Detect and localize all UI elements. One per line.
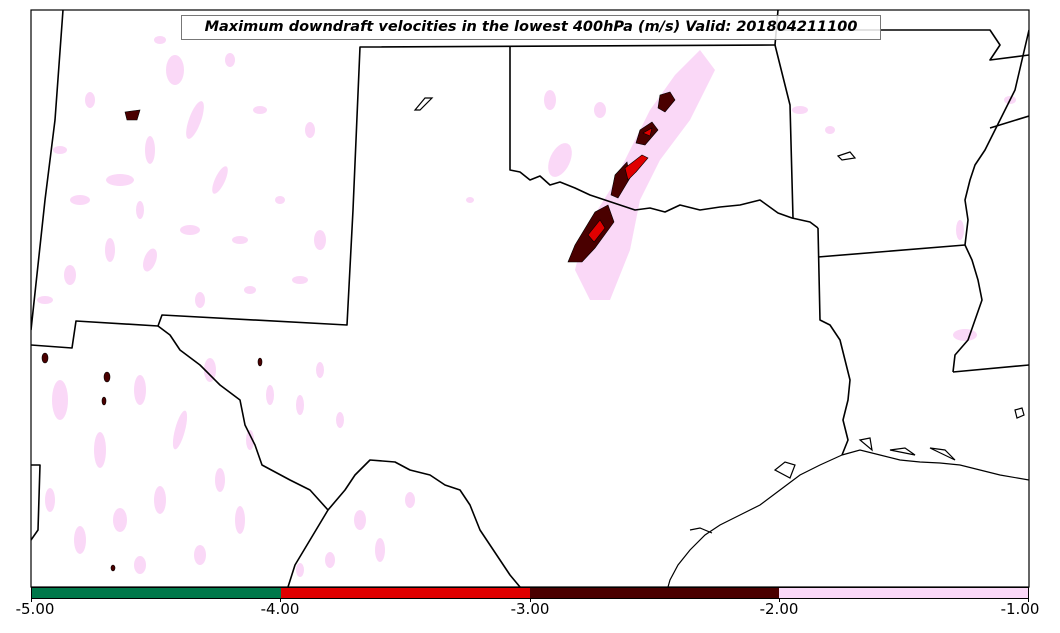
colorbar-tick <box>779 598 780 602</box>
colorbar-label: -4.00 <box>260 600 300 618</box>
colorbar-segment-2 <box>281 588 530 598</box>
colorbar-segment-1 <box>32 588 281 598</box>
downdraft-severe-field <box>587 127 653 243</box>
colorbar-label: -2.00 <box>759 600 799 618</box>
colorbar-segment-3 <box>530 588 779 598</box>
colorbar-tick <box>280 598 281 602</box>
colorbar-label: -3.00 <box>510 600 550 618</box>
colorbar-label: -1.00 <box>1000 600 1040 618</box>
colorbar-segment-4 <box>779 588 1028 598</box>
colorbar-label: -5.00 <box>15 600 55 618</box>
colorbar-tick <box>1028 598 1029 602</box>
coastline <box>413 97 1029 587</box>
downdraft-light-field <box>37 36 1016 577</box>
colorbar-tick <box>31 598 32 602</box>
map-title: Maximum downdraft velocities in the lowe… <box>181 15 881 40</box>
colorbar-tick <box>530 598 531 602</box>
political-boundaries <box>31 10 1029 587</box>
